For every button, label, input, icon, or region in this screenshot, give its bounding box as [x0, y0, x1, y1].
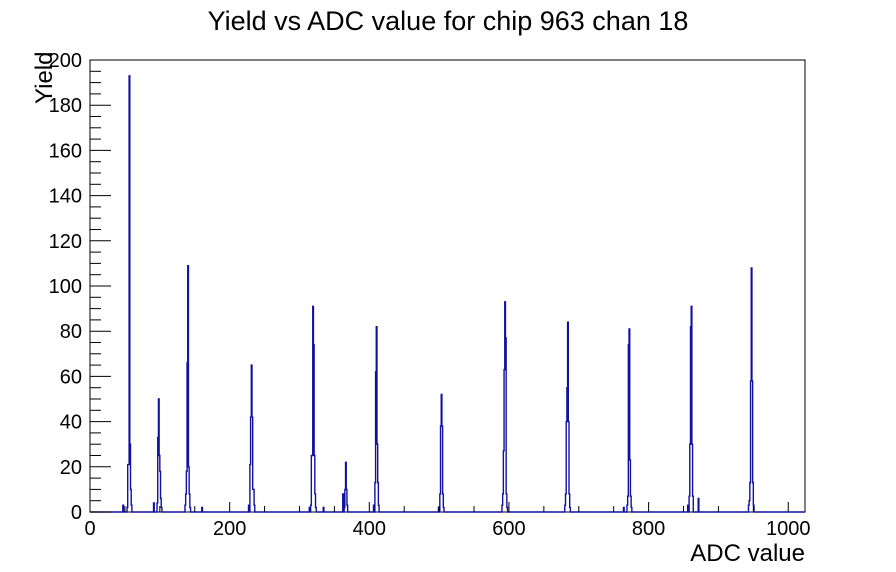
- plot-frame: [89, 59, 806, 513]
- y-tick-label: 0: [71, 502, 82, 524]
- x-tick-label: 1000: [766, 518, 811, 540]
- y-tick-label: 160: [49, 140, 82, 162]
- y-tick-label: 200: [49, 50, 82, 72]
- y-tick-label: 180: [49, 95, 82, 117]
- y-tick-label: 140: [49, 186, 82, 208]
- y-tick-label: 80: [60, 321, 82, 343]
- x-tick-label: 400: [353, 518, 386, 540]
- y-tick-label: 40: [60, 412, 82, 434]
- x-tick-label: 200: [213, 518, 246, 540]
- y-tick-label: 20: [60, 457, 82, 479]
- chart-title: Yield vs ADC value for chip 963 chan 18: [207, 6, 689, 36]
- x-axis-title: ADC value: [690, 540, 805, 567]
- x-tick-label: 0: [84, 518, 95, 540]
- histogram-line: [90, 75, 805, 513]
- x-tick-label: 800: [632, 518, 665, 540]
- y-tick-label: 60: [60, 366, 82, 388]
- y-tick-label: 120: [49, 231, 82, 253]
- x-tick-label: 600: [492, 518, 525, 540]
- y-axis-title: Yield: [31, 52, 58, 104]
- y-tick-label: 100: [49, 276, 82, 298]
